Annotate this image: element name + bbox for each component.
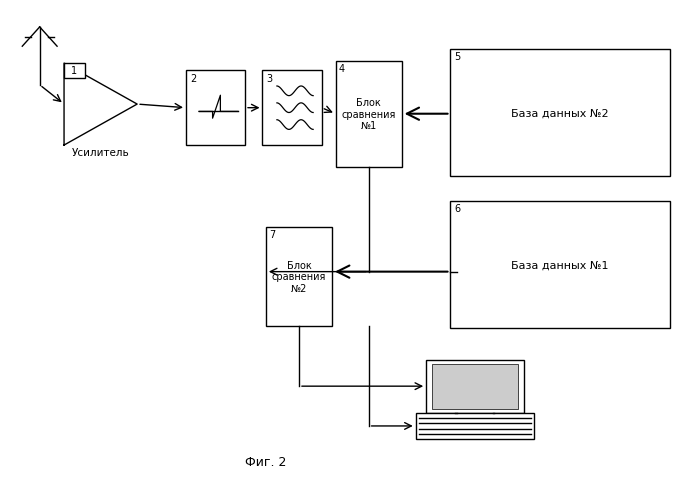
Text: 1: 1 — [71, 66, 78, 76]
Text: Блок
сравнения
№1: Блок сравнения №1 — [341, 98, 396, 131]
Bar — [336, 61, 402, 167]
Bar — [426, 360, 524, 413]
Text: 3: 3 — [266, 74, 273, 84]
Text: Блок
сравнения
№2: Блок сравнения №2 — [272, 260, 326, 293]
Bar — [64, 64, 85, 78]
Bar — [432, 364, 518, 409]
Bar — [266, 227, 332, 326]
Bar — [186, 71, 245, 146]
Text: 7: 7 — [269, 230, 275, 240]
Text: 6: 6 — [454, 203, 460, 213]
Bar — [262, 71, 322, 146]
Text: 5: 5 — [454, 52, 460, 62]
Bar — [450, 201, 670, 329]
Text: Усилитель: Усилитель — [71, 148, 129, 158]
Text: База данных №2: База данных №2 — [511, 108, 609, 118]
Text: 2: 2 — [190, 74, 196, 84]
Text: Фиг. 2: Фиг. 2 — [245, 455, 287, 468]
Bar — [416, 413, 534, 439]
Text: 4: 4 — [339, 64, 345, 74]
Bar — [450, 49, 670, 177]
Text: База данных №1: База данных №1 — [512, 260, 609, 270]
